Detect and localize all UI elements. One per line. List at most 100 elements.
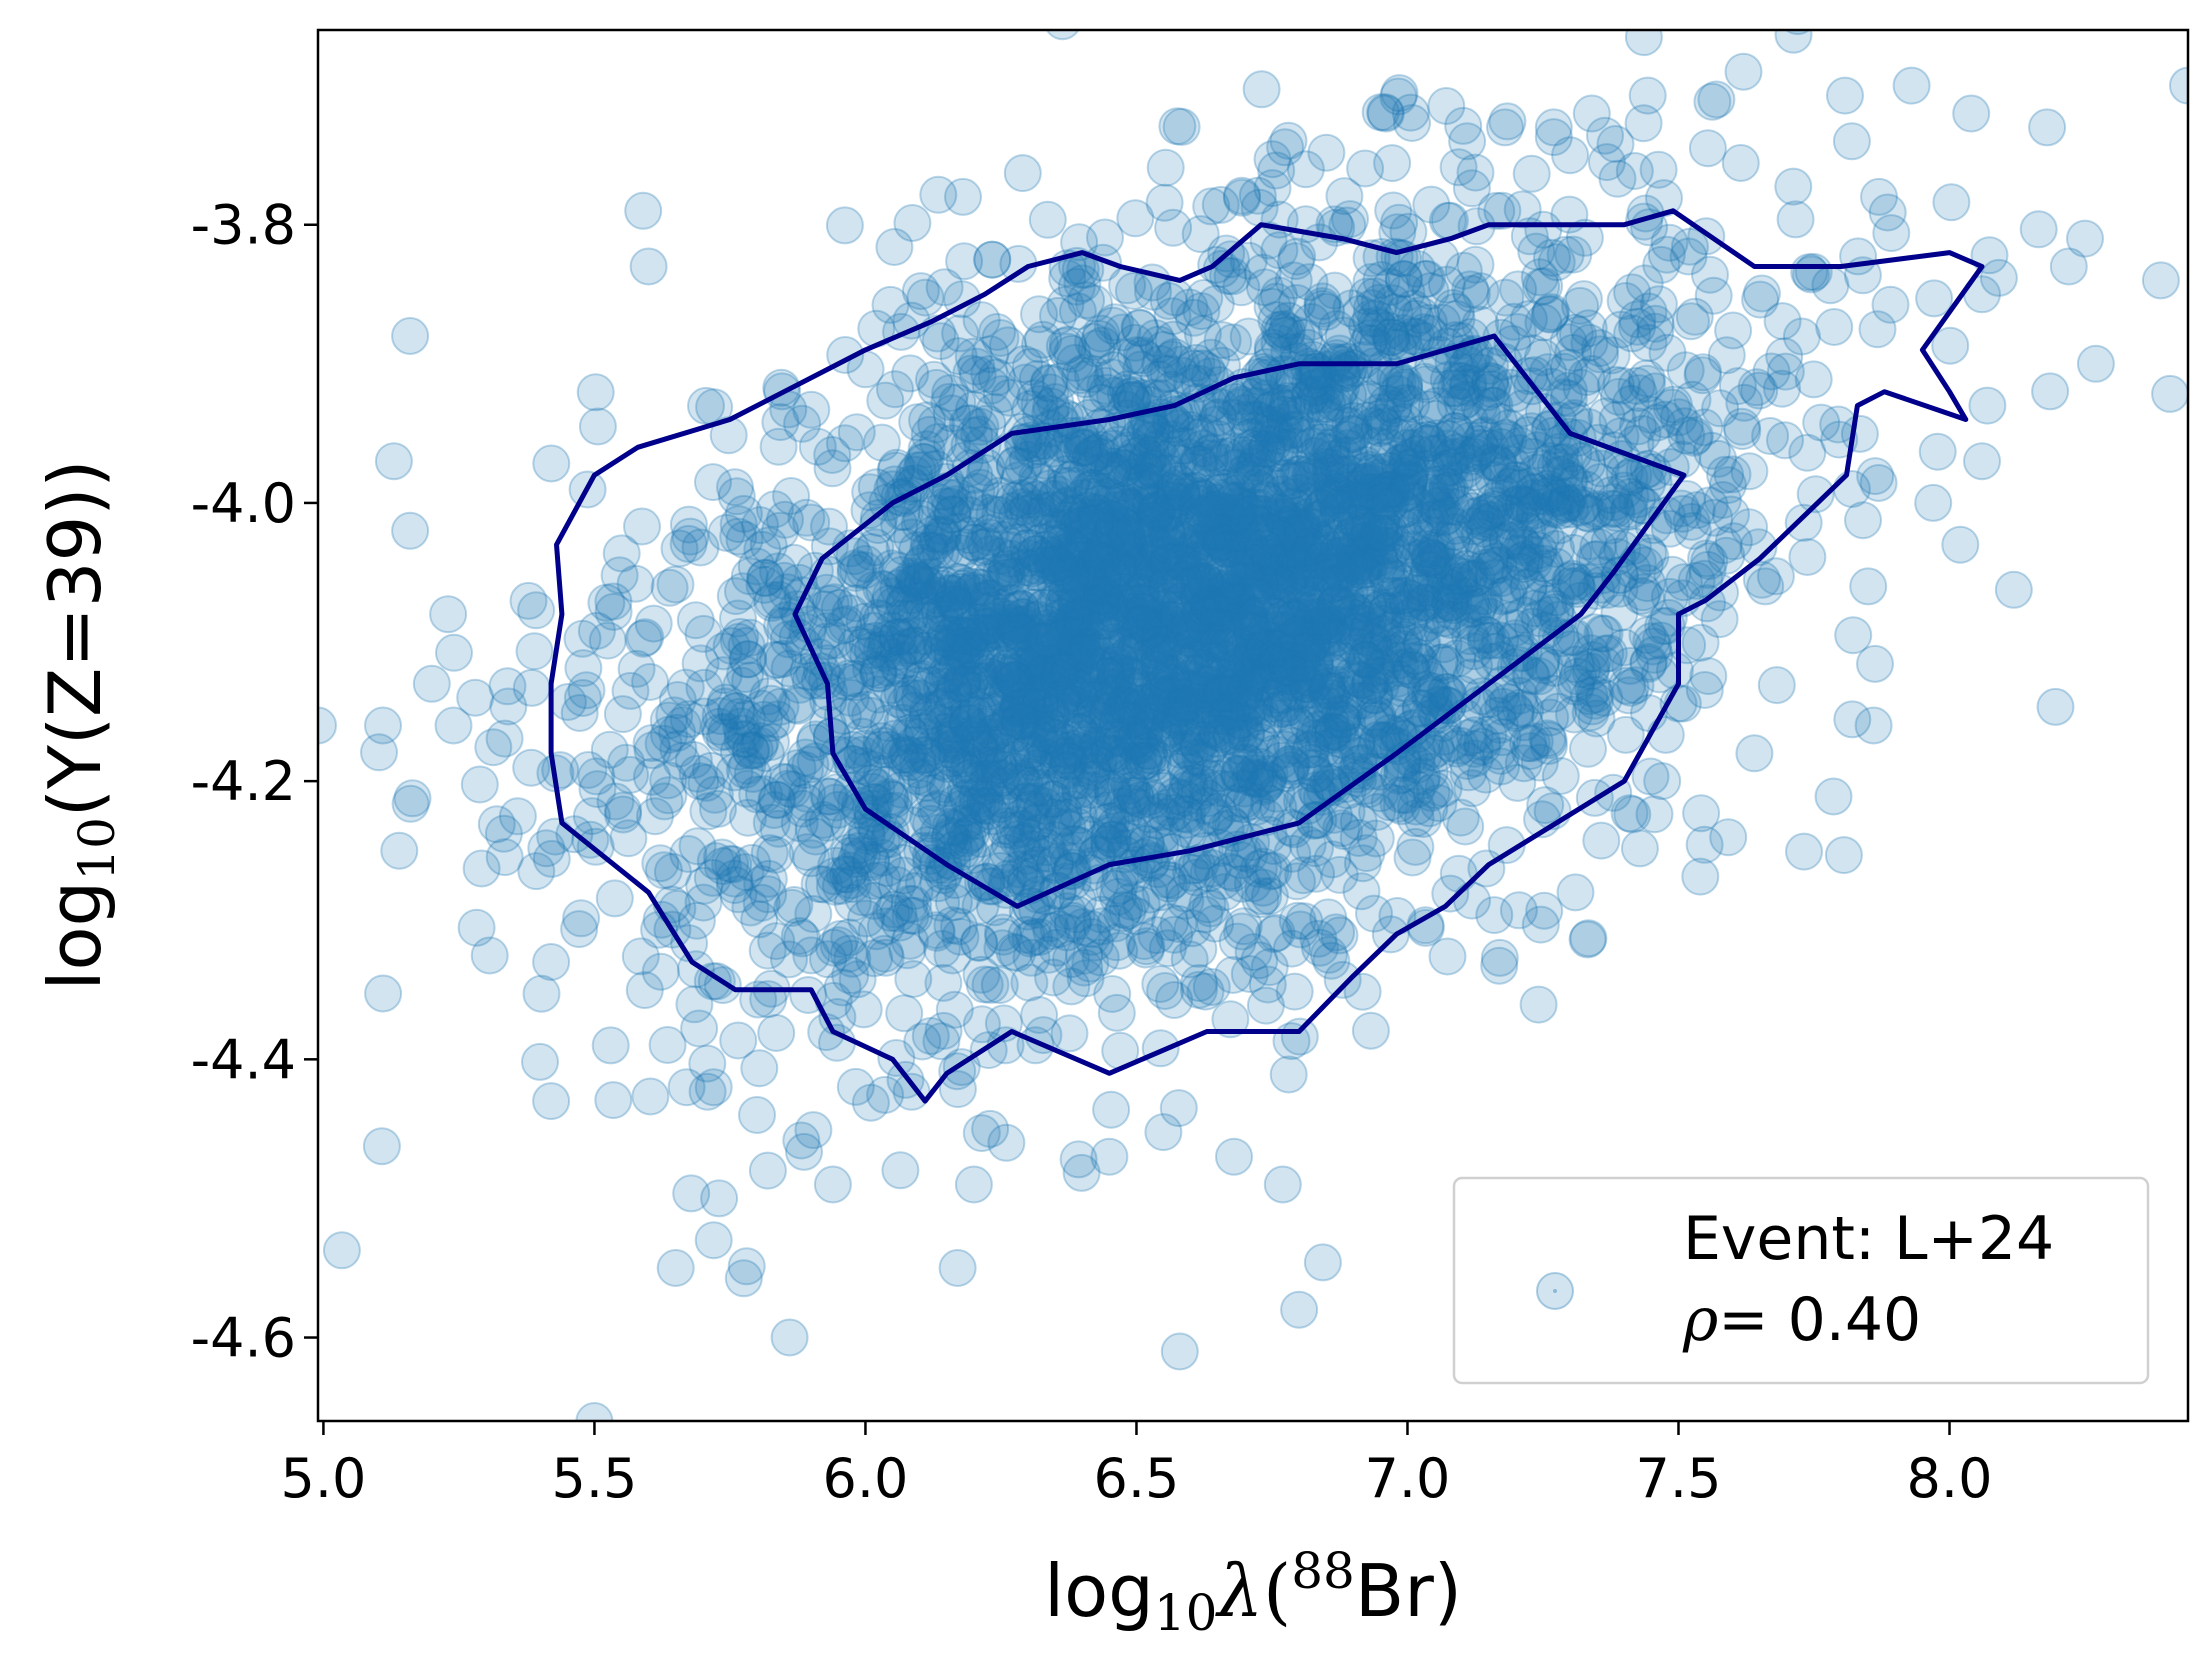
scatter-point [1018,359,1057,398]
scatter-point [631,663,670,701]
scatter-point [1025,632,1064,671]
scatter-point [435,633,473,672]
scatter-point [1187,477,1226,516]
scatter-point [1549,379,1588,418]
scatter-point [967,586,1006,625]
scatter-point [1216,667,1255,706]
scatter-point [1040,653,1079,692]
scatter-point [1264,413,1303,452]
scatter-point [1598,159,1637,198]
scatter-point [1533,488,1572,527]
scatter-point [1223,654,1262,693]
scatter-point [1672,302,1710,341]
scatter-point [522,974,561,1013]
scatter-point [1348,307,1386,346]
scatter-point [1230,955,1269,993]
scatter-point [1105,685,1144,724]
scatter-point [1481,621,1520,660]
scatter-point [868,620,907,659]
scatter-point [795,723,834,762]
scatter-point [1275,972,1314,1011]
scatter-point [884,843,922,882]
scatter-point [1963,442,2001,481]
scatter-point [1374,634,1413,673]
scatter-point [1123,686,1162,725]
scatter-point [1792,255,1831,294]
scatter-point [1089,678,1128,717]
scatter-point [1323,701,1362,740]
legend-rho-value: = 0.40 [1718,1285,1921,1355]
scatter-point [1462,394,1501,433]
scatter-point [871,285,910,324]
scatter-point [1034,490,1073,529]
scatter-point [1388,440,1427,479]
scatter-point [1472,621,1511,660]
scatter-point [663,706,702,745]
scatter-point [1170,940,1209,979]
scatter-point [1148,798,1187,836]
scatter-point [1523,338,1562,377]
scatter-point [1141,616,1180,655]
scatter-point [1052,401,1090,440]
scatter-point [1529,726,1568,765]
scatter-point [731,888,770,927]
scatter-point [1824,836,1863,875]
scatter-point [569,751,608,789]
scatter-point [649,701,688,740]
scatter-point [1261,568,1300,607]
scatter-point [1291,568,1330,607]
x-tick-label: 5.5 [551,1447,637,1510]
scatter-point [1009,539,1048,578]
scatter-point [1041,491,1080,530]
scatter-point [1232,634,1271,673]
scatter-point [1502,468,1540,507]
scatter-point [1541,491,1580,530]
scatter-point [1312,754,1351,793]
scatter-point [1024,320,1063,359]
x-tick-label: 7.0 [1365,1447,1451,1510]
scatter-point [923,688,962,727]
scatter-point [1176,638,1215,677]
scatter-point [872,549,911,588]
scatter-point [1263,1165,1302,1204]
scatter-point [944,177,982,216]
scatter-point [1200,694,1239,733]
scatter-point [1207,569,1246,608]
scatter-point [607,743,646,782]
scatter-point [851,696,890,735]
scatter-point [1246,663,1284,702]
scatter-point [1093,667,1132,706]
scatter-point [944,804,983,843]
scatter-point [1009,528,1048,567]
scatter-point [1059,796,1098,835]
scatter-point [1073,748,1112,787]
scatter-point [1341,536,1380,575]
scatter-point [1331,522,1370,561]
scatter-point [1325,405,1364,444]
scatter-point [1619,407,1657,446]
scatter-point [1008,440,1047,479]
scatter-point [1285,318,1324,357]
scatter-point [1849,567,1888,606]
scatter-point [894,960,933,998]
scatter-point [1198,512,1237,551]
scatter-point [1183,698,1222,737]
scatter-point [1456,497,1495,536]
scatter-point [1629,644,1668,683]
scatter-point [783,789,822,828]
scatter-point [391,511,430,550]
scatter-point [1336,470,1375,508]
scatter-point [938,1249,977,1287]
scatter-point [1578,540,1616,579]
scatter-point [1089,452,1128,491]
scatter-point [1214,323,1253,362]
scatter-point [677,901,716,940]
scatter-point [1060,223,1099,262]
scatter-point [782,1121,821,1160]
scatter-point [1146,148,1185,187]
scatter-point [1049,742,1088,780]
scatter-point [1010,963,1049,1002]
scatter-point [918,482,957,521]
scatter-point [957,568,996,606]
scatter-point [1620,829,1659,868]
